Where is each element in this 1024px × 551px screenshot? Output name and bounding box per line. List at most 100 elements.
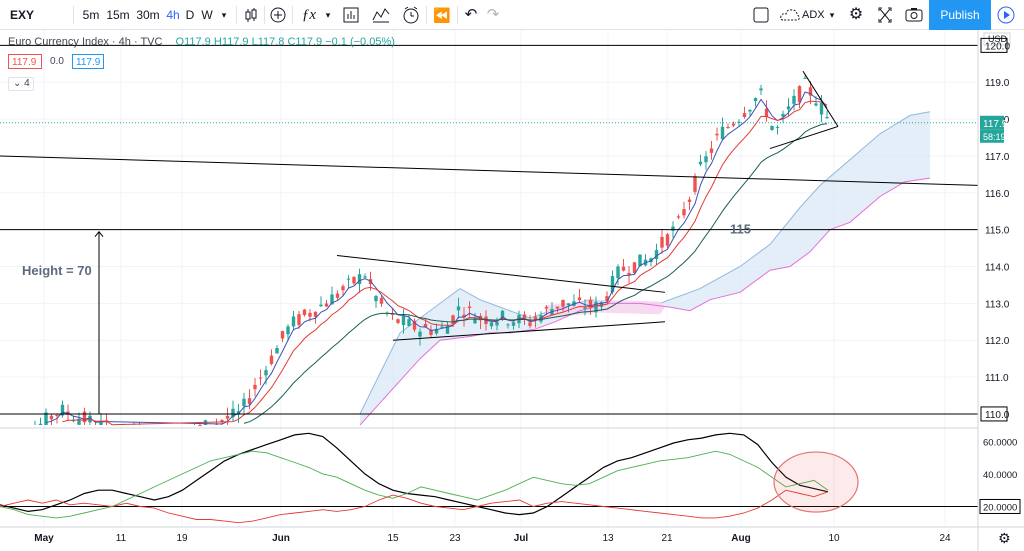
triangle-lower-line	[392, 321, 666, 341]
adx-dropdown-icon[interactable]: ▾	[829, 10, 835, 20]
time-tick-label: 21	[661, 533, 673, 544]
candle-body	[280, 331, 285, 339]
long-trend-line	[0, 155, 979, 186]
candle-body	[396, 319, 400, 323]
price-tick-label: 112.0	[985, 336, 1010, 347]
price-tick-label: 117.0	[985, 152, 1010, 163]
triangle-upper-line	[336, 254, 666, 293]
redo-icon[interactable]: ↷	[486, 6, 500, 23]
chart-legend: Euro Currency Index · 4h · TVC O117.9 H1…	[8, 36, 395, 48]
candle-body	[665, 234, 670, 246]
settings-icon[interactable]: ⚙	[848, 6, 864, 23]
square-icon[interactable]	[750, 0, 772, 30]
toolbar-divider	[73, 6, 74, 24]
interval-5m[interactable]: 5m	[82, 8, 100, 22]
candle-body	[638, 254, 642, 267]
indicators-dropdown-icon[interactable]: ▾	[325, 10, 331, 20]
candle-body	[495, 322, 499, 326]
candle-body	[825, 117, 829, 119]
legend-ohlc: O117.9 H117.9 L117.8 C117.9 −0.1 (−0.05%…	[176, 36, 395, 48]
candle-body	[247, 398, 252, 405]
toolbar-divider	[457, 6, 458, 24]
price-tick-label: 111.0	[985, 373, 1009, 384]
toolbar-divider	[236, 6, 237, 24]
candle-body	[814, 103, 818, 106]
axis-settings-icon[interactable]: ⚙	[998, 531, 1011, 547]
bar-style-icon[interactable]	[241, 0, 261, 30]
candle-body	[346, 278, 351, 280]
candle-body	[49, 415, 54, 420]
candle-body	[99, 420, 103, 425]
candle-body	[797, 86, 802, 103]
legend-low: L117.8	[251, 36, 285, 48]
candle-body	[764, 108, 769, 117]
candle-body	[632, 262, 637, 274]
play-icon[interactable]	[992, 0, 1024, 30]
time-tick-label: May	[34, 533, 54, 544]
candle-body	[748, 109, 752, 112]
candle-body	[231, 408, 235, 418]
countdown-badge	[980, 129, 1004, 143]
adx-tick-label: 60.0000	[983, 437, 1017, 448]
interval-w[interactable]: W	[201, 8, 213, 22]
candle-body	[38, 423, 43, 425]
height-label: Height = 70	[22, 263, 92, 278]
symbol-search[interactable]: EXY	[10, 8, 35, 22]
compare-indicator-label[interactable]: ADX	[802, 9, 825, 21]
adx-tick-label: 40.0000	[983, 470, 1017, 481]
candle-body	[467, 306, 472, 309]
cloud-icon[interactable]	[778, 0, 802, 30]
fx-indicators-icon[interactable]: ƒx	[301, 7, 317, 23]
add-indicator-icon[interactable]	[268, 0, 288, 30]
templates-icon[interactable]	[341, 0, 361, 30]
legend-high: H117.9	[213, 36, 249, 48]
candle-body	[819, 102, 824, 115]
candle-body	[44, 412, 48, 425]
candle-body	[561, 299, 565, 307]
toolbar-divider	[426, 6, 427, 24]
alert-icon[interactable]	[400, 0, 422, 30]
candle-body	[341, 286, 345, 291]
candle-body	[709, 148, 714, 153]
candle-body	[401, 316, 406, 326]
compare-icon[interactable]	[370, 0, 392, 30]
fullscreen-icon[interactable]	[874, 0, 896, 30]
candle-body	[258, 377, 263, 379]
time-tick-label: Aug	[731, 533, 750, 544]
time-tick-label: Jun	[272, 533, 290, 544]
publish-button[interactable]: Publish	[929, 0, 991, 30]
price-axis: USD120.0119.0118.0117.0116.0115.0114.011…	[977, 30, 1024, 551]
undo-icon[interactable]: ↶	[464, 6, 478, 23]
candle-body	[588, 300, 593, 308]
candle-body	[357, 274, 362, 285]
time-axis: May 11 19 Jun 15 23 Jul 13 21 Aug 10 24 ⚙	[0, 526, 1024, 547]
interval-dropdown-icon[interactable]: ▾	[221, 10, 227, 20]
replay-icon[interactable]: ⏪	[433, 7, 451, 23]
ichimoku-cloud	[359, 111, 931, 426]
indicator-count-toggle[interactable]: ⌄ 4	[8, 77, 34, 91]
candle-body	[390, 313, 395, 316]
countdown-label: 58:19	[983, 132, 1006, 142]
toolbar-divider	[292, 6, 293, 24]
interval-15m[interactable]: 15m	[106, 8, 130, 22]
interval-4h[interactable]: 4h	[166, 8, 180, 22]
currency-label: USD	[988, 34, 1008, 44]
candle-body	[412, 320, 417, 330]
trend-line-drawings: 115 Height = 70	[0, 44, 979, 415]
candle-body	[693, 176, 697, 192]
candle-body	[324, 303, 329, 307]
candle-body	[522, 314, 527, 319]
snapshot-icon[interactable]	[903, 0, 925, 30]
interval-d[interactable]: D	[185, 8, 195, 22]
candle-body	[319, 304, 323, 307]
candle-body	[533, 316, 538, 320]
candle-body	[445, 325, 450, 334]
candle-body	[676, 216, 681, 218]
candle-body	[687, 199, 692, 202]
candle-body	[726, 126, 730, 128]
interval-30m[interactable]: 30m	[136, 8, 160, 22]
candle-body	[577, 297, 582, 301]
price-tick-box	[980, 406, 1008, 422]
legend-title[interactable]: Euro Currency Index · 4h · TVC	[8, 36, 163, 48]
